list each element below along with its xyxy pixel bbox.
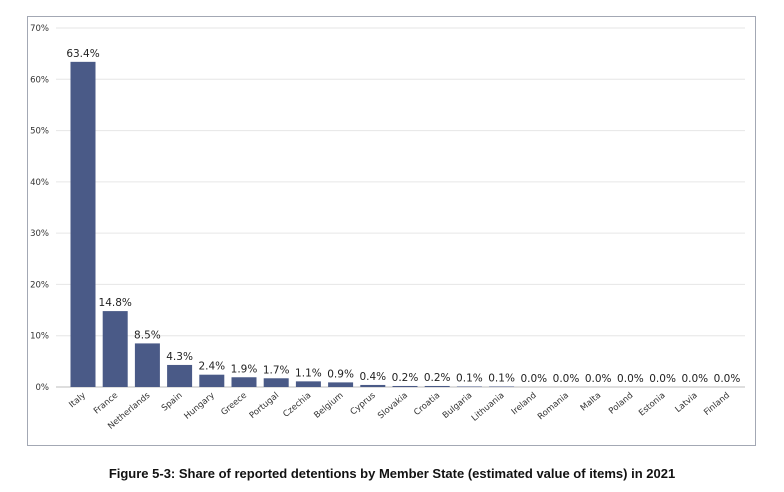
x-tick-label: Ireland [510,391,539,418]
bar [424,385,450,387]
x-tick-label: Croatia [412,391,442,418]
bar [295,381,321,387]
bar [70,61,96,387]
data-label: 0.4% [359,371,386,383]
bar [360,384,386,387]
y-tick-label: 10% [30,332,49,342]
data-label: 0.0% [714,373,741,385]
data-label: 1.1% [295,367,322,379]
data-label: 2.4% [198,361,225,373]
x-tick-label: Cyprus [349,390,379,417]
figure-caption: Figure 5-3: Share of reported detentions… [108,466,676,481]
x-tick-label: Romania [536,391,571,423]
data-labels: 63.4% 14.8% 8.5% 4.3% 2.4% 1.9% 1.7% 1.1% 0.9% 0.… [66,48,740,385]
x-tick-label: Slovakia [376,391,410,422]
data-label: 0.9% [327,368,354,380]
bar [134,343,160,387]
data-label: 1.7% [263,364,290,376]
bar [199,374,225,387]
x-tick-label: Poland [607,391,635,417]
bar [328,382,354,387]
x-tick-label: Malta [579,391,603,414]
data-label: 0.2% [424,372,451,384]
data-label: 0.0% [681,373,708,385]
x-tick-label: Greece [219,391,249,418]
data-label: 0.0% [649,373,676,385]
data-label: 4.3% [166,351,193,363]
bar [102,311,128,387]
y-tick-label: 50% [30,127,49,137]
x-tick-label: Lithuania [470,391,507,424]
data-label: 0.1% [456,372,483,384]
y-tick-label: 30% [30,229,49,239]
y-tick-label: 60% [30,75,49,85]
bar [167,364,193,387]
data-label: 0.0% [617,373,644,385]
bar [231,377,257,387]
bar [392,385,418,387]
y-tick-label: 40% [30,178,49,188]
x-tick-label: Czechia [281,391,313,420]
bar [456,386,482,387]
x-tick-label: Belgium [312,391,345,421]
x-tick-label: Portugal [248,391,281,421]
data-label: 0.2% [392,372,419,384]
bar [489,386,515,387]
data-label: 8.5% [134,329,161,341]
data-label: 0.1% [488,372,515,384]
y-tick-label: 70% [30,24,49,34]
x-tick-label: Latvia [673,391,699,415]
bar-chart: 0% 10% 20% 30% 40% 50% 60% 70% 63.4% 14.8% 8.5% 4.… [30,24,745,432]
y-tick-label: 0% [36,383,50,393]
data-label: 0.0% [585,373,612,385]
y-tick-label: 20% [30,280,49,290]
x-tick-label: France [92,391,120,417]
data-label: 63.4% [66,48,99,60]
data-label: 1.9% [231,363,258,375]
y-axis-ticks: 0% 10% 20% 30% 40% 50% 60% 70% [30,24,49,393]
x-tick-label: Hungary [182,391,216,422]
data-label: 0.0% [520,373,547,385]
data-label: 14.8% [99,297,132,309]
data-label: 0.0% [553,373,580,385]
x-tick-label: Estonia [637,391,667,419]
x-tick-label: Spain [160,391,185,414]
bar [263,378,289,387]
x-tick-label: Italy [67,391,88,411]
x-tick-label: Finland [702,391,732,418]
bars [70,61,515,387]
